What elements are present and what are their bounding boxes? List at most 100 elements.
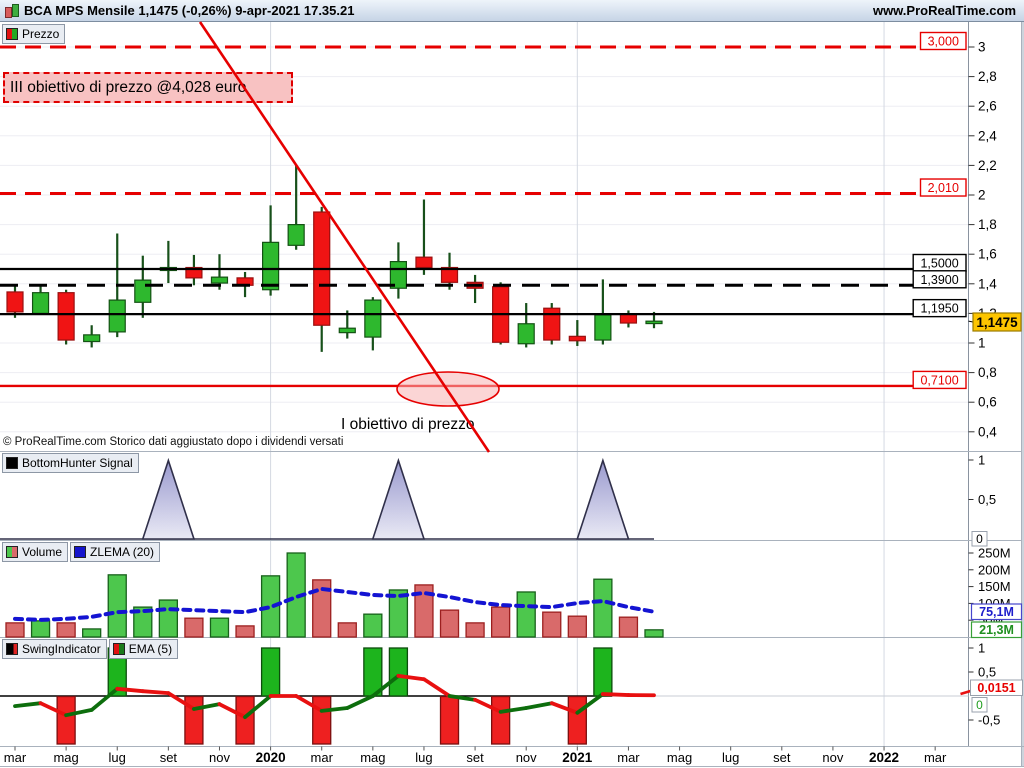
candle-body: [594, 314, 612, 341]
title-bar: BCA MPS Mensile 1,1475 (-0,26%) 9-apr-20…: [0, 0, 1024, 22]
ema-segment: [140, 689, 171, 696]
legend-prezzo[interactable]: Prezzo: [2, 24, 66, 44]
copyright-note: © ProRealTime.com Storico dati aggiustat…: [3, 436, 344, 448]
time-axis-label: set: [466, 750, 484, 765]
price-level-label-box[interactable]: [912, 370, 967, 390]
price-level-label-box[interactable]: [912, 298, 967, 318]
swing-bar: [312, 695, 332, 745]
svg-text:75,1M: 75,1M: [979, 605, 1014, 619]
ema-segment: [396, 673, 426, 682]
time-axis-label: lug: [415, 750, 432, 765]
svg-text:1: 1: [978, 336, 986, 351]
time-axis[interactable]: mar mag lug set nov 2020 mar mag lug set nov 2021 ma…: [4, 746, 947, 766]
volume-bar: [388, 589, 409, 638]
ema-segment: [319, 706, 350, 713]
ema-segment: [473, 697, 503, 714]
svg-text:150M: 150M: [978, 579, 1011, 594]
legend-swingindicator-label: SwingIndicator: [22, 642, 101, 656]
time-axis-label: nov: [516, 750, 537, 765]
svg-text:0,7100: 0,7100: [920, 373, 958, 387]
time-axis-label: mar: [617, 750, 640, 765]
ema-segment: [243, 694, 273, 720]
signal-spike: [141, 457, 196, 540]
price-level-label-box[interactable]: [919, 31, 967, 51]
zlema-line: [13, 586, 656, 622]
svg-text:1,1475: 1,1475: [976, 315, 1018, 330]
prorealtime-url-link[interactable]: www.ProRealTime.com: [872, 3, 1016, 18]
ema-segment: [64, 708, 94, 718]
zlema-value-box: [970, 603, 1023, 621]
volume-bar: [439, 609, 460, 638]
legend-bottomhunter[interactable]: BottomHunter Signal: [2, 453, 139, 473]
svg-text:21,3M: 21,3M: [979, 623, 1014, 637]
volume-legend-row: Volume ZLEMA (20): [2, 542, 161, 562]
volume-bar: [644, 629, 664, 638]
volume-swatch-icon: [6, 546, 18, 558]
swing-bar: [593, 647, 613, 697]
candle-body: [57, 292, 75, 341]
volume-bar: [107, 574, 127, 638]
swing-value-box: [971, 697, 988, 713]
volume-bar: [260, 575, 281, 638]
volume-bar: [133, 606, 153, 638]
svg-text:0,5: 0,5: [978, 665, 996, 680]
svg-text:1: 1: [978, 453, 985, 468]
swing-bar: [439, 695, 460, 745]
swing-bar: [260, 647, 281, 697]
swing-bar: [567, 695, 587, 745]
legend-bottomhunter-label: BottomHunter Signal: [22, 456, 133, 470]
svg-text:1,1950: 1,1950: [920, 302, 958, 316]
volume-bar: [465, 622, 485, 638]
legend-prezzo-label: Prezzo: [22, 27, 60, 41]
volume-bar: [30, 620, 51, 638]
volume-bar: [5, 622, 25, 638]
candle-body: [645, 320, 663, 325]
candle-body: [517, 323, 535, 345]
candle-body: [108, 299, 126, 333]
ema-axis-tick: [960, 689, 971, 696]
ema-swatch-icon: [112, 643, 125, 655]
bottomhunter-panel: 10,50: [0, 453, 996, 547]
svg-text:2,4: 2,4: [978, 128, 997, 143]
svg-text:1,6: 1,6: [978, 247, 997, 262]
legend-ema-label: EMA (5): [128, 642, 173, 656]
volume-bar: [312, 579, 332, 638]
svg-text:0: 0: [976, 532, 983, 546]
legend-volume[interactable]: Volume: [2, 542, 69, 562]
svg-text:1,8: 1,8: [978, 217, 997, 232]
svg-text:0,4: 0,4: [978, 424, 997, 439]
legend-swingindicator[interactable]: SwingIndicator: [2, 639, 107, 659]
target-zone-ellipse[interactable]: [396, 371, 500, 407]
candle-body: [134, 279, 152, 303]
time-axis-label: lug: [109, 750, 126, 765]
price-target-iii-label[interactable]: III obiettivo di prezzo @4,028 euro: [3, 72, 293, 103]
window-title: BCA MPS Mensile 1,1475 (-0,26%) 9-apr-20…: [24, 3, 355, 18]
svg-text:0: 0: [976, 698, 983, 712]
price-level-label-box[interactable]: [912, 270, 967, 289]
time-axis-label: nov: [822, 750, 843, 765]
volume-bar: [56, 622, 76, 638]
ema-segment: [549, 701, 580, 715]
volume-bar: [542, 611, 562, 638]
svg-text:0,0151: 0,0151: [977, 681, 1015, 695]
candles-icon: [6, 28, 18, 40]
candle-body: [83, 334, 101, 343]
price-level-label-box[interactable]: [919, 178, 967, 197]
candlestick-icon: [4, 3, 19, 19]
legend-zlema[interactable]: ZLEMA (20): [70, 542, 161, 562]
time-axis-label: mar: [311, 750, 334, 765]
volume-value-box: [970, 621, 1023, 639]
bottomhunter-value-box: [971, 531, 988, 547]
svg-text:250M: 250M: [978, 546, 1011, 561]
price-axis[interactable]: 32,82,62,42,221,81,61,41,210,80,60,41,14…: [968, 22, 1024, 766]
price-target-i-label[interactable]: I obiettivo di prezzo: [341, 416, 475, 433]
candle-body: [287, 224, 305, 246]
time-axis-label: mag: [667, 750, 692, 765]
svg-text:2,8: 2,8: [978, 69, 997, 84]
legend-ema[interactable]: EMA (5): [108, 639, 179, 659]
volume-bar: [158, 599, 179, 638]
ema-segment: [370, 673, 401, 698]
svg-text:3,000: 3,000: [928, 35, 959, 49]
ema-segment: [600, 692, 631, 697]
